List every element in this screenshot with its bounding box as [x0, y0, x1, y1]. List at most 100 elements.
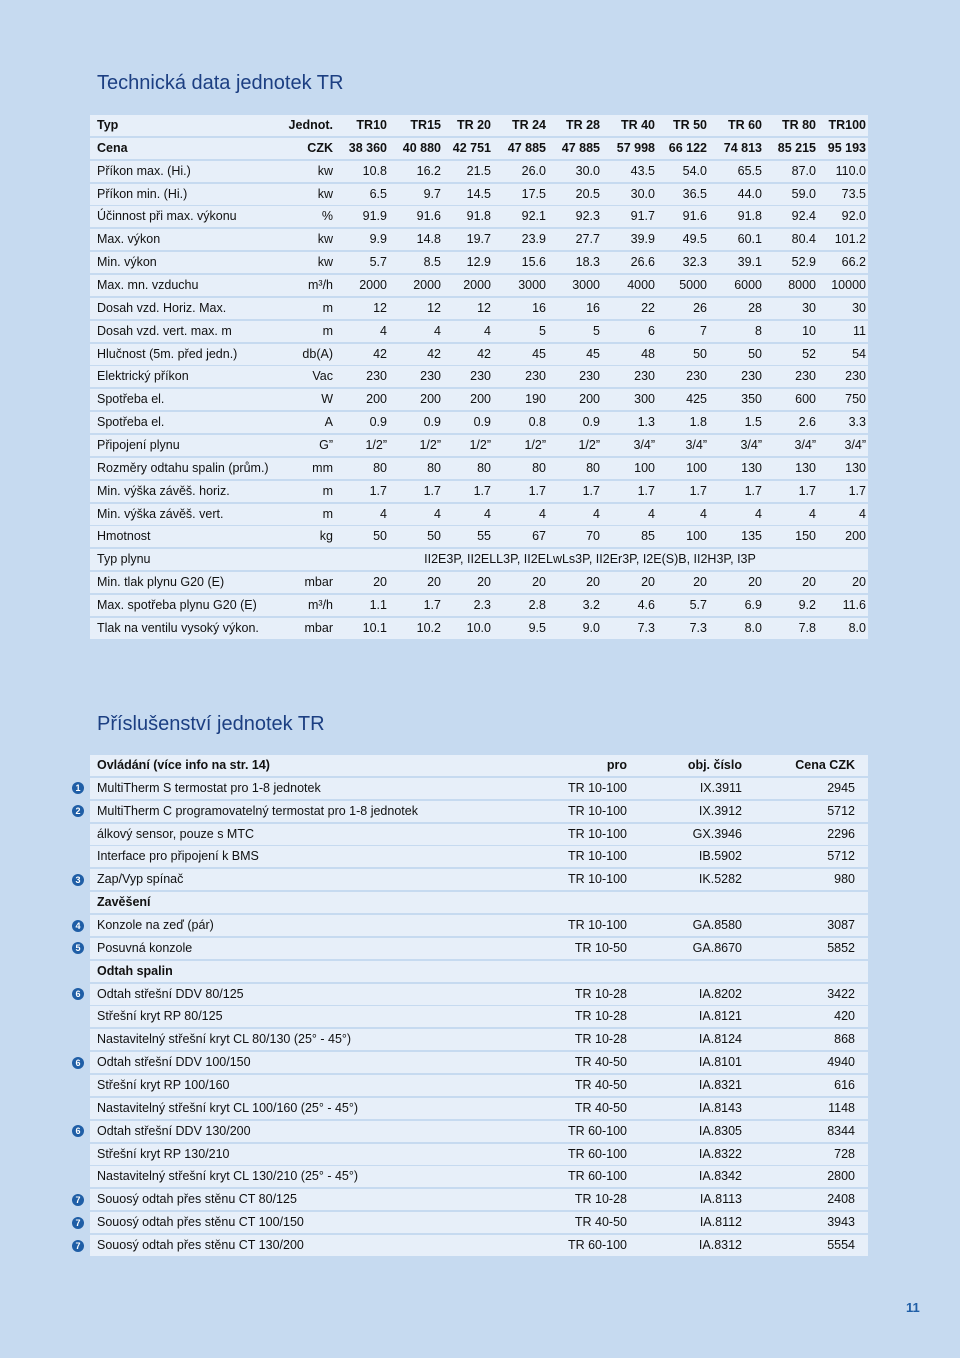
cell: 3422 — [827, 986, 855, 1001]
cell: 8.0 — [848, 620, 866, 635]
cell: 1.1 — [369, 598, 387, 613]
cell: 100 — [634, 460, 655, 475]
cell: 91.6 — [682, 209, 707, 224]
table-row: Konzole na zeď (pár) TR 10-100 GA.8580 3087 — [90, 915, 868, 937]
cell: TR 40-50 — [574, 1100, 627, 1115]
cell: 20.5 — [575, 186, 600, 201]
table-row: Max. výkon kw 9.9 14.8 19.7 23.9 27.7 39.9 49.5 6… — [90, 229, 868, 251]
cell: 2000 — [359, 278, 387, 293]
cell: 42 — [427, 346, 441, 361]
cell: 50 — [373, 529, 387, 544]
table-row: Spotřeba el. A 0.9 0.9 0.9 0.8 0.9 1.3 1.8 1.5 2.6… — [90, 412, 868, 434]
table-header: Ovládání (více info na str. 14) pro obj. č… — [90, 755, 868, 776]
cell: IB.5902 — [698, 849, 742, 864]
cell: 19.7 — [466, 232, 491, 247]
cell: 135 — [741, 529, 762, 544]
cell: 54.0 — [682, 163, 707, 178]
table-row: Interface pro připojení k BMS TR 10-100 IB… — [90, 846, 868, 868]
cell: 12 — [477, 300, 491, 315]
cell: 728 — [834, 1146, 855, 1161]
cell: 10.2 — [416, 620, 441, 635]
table-row: Odtah střešní DDV 100/150 TR 40-50 IA.8101… — [90, 1052, 868, 1074]
cell: Posuvná konzole — [97, 940, 193, 955]
cell: MultiTherm C programovatelný termostat p… — [97, 803, 418, 818]
table-row: Elektrický příkon Vac 230 230 230 230 230 230 23… — [90, 366, 868, 388]
cell: 5712 — [827, 803, 855, 818]
cell: 1/2” — [578, 438, 600, 453]
cell: 16 — [586, 300, 600, 315]
cell: 16 — [532, 300, 546, 315]
cell: 80 — [373, 460, 387, 475]
cell: 2.3 — [473, 598, 491, 613]
cell: 230 — [845, 369, 866, 384]
title: Příslušenství jednotek TR — [97, 713, 325, 735]
table-row: Souosý odtah přes stěnu CT 80/125 TR 10-2… — [90, 1189, 868, 1211]
cell: 52 — [802, 346, 816, 361]
cell: 190 — [525, 392, 546, 407]
cell: 20 — [477, 575, 491, 590]
cell: Vac — [312, 369, 333, 384]
cell: MultiTherm S termostat pro 1-8 jednotek — [97, 780, 321, 795]
section-label: Odtah spalin — [97, 963, 173, 978]
cell: 80 — [532, 460, 546, 475]
cell: W — [321, 392, 333, 407]
cell: Připojení plynu — [97, 438, 180, 453]
cell: 45 — [532, 346, 546, 361]
cell: 980 — [834, 872, 855, 887]
cell: 9.0 — [582, 620, 600, 635]
cell: Min. výška závěš. horiz. — [97, 483, 230, 498]
cell: 0.9 — [582, 415, 600, 430]
cell: m³/h — [308, 278, 333, 293]
cell: Nastavitelný střešní kryt CL 80/130 (25°… — [97, 1032, 352, 1047]
cell: TR15 — [410, 118, 441, 132]
table-row: Dosah vzd. vert. max. m m 4 4 4 5 5 6 7 8 10 11 — [90, 320, 868, 342]
table-row: Spotřeba el. W 200 200 200 190 200 300 425 350 600… — [90, 389, 868, 411]
cell: 14.8 — [416, 232, 441, 247]
cell: Souosý odtah přes stěnu CT 80/125 — [97, 1192, 297, 1207]
cell: 3/4” — [633, 438, 655, 453]
cell: 3/4” — [740, 438, 762, 453]
cell: 40 880 — [402, 140, 441, 155]
cell: 28 — [748, 300, 762, 315]
cell: TR 40-50 — [574, 1078, 627, 1093]
cell: 1.5 — [744, 415, 762, 430]
cell: TR 40 — [620, 118, 655, 132]
cell: TR 60 — [727, 118, 762, 132]
cell: 230 — [579, 369, 600, 384]
cell: 8.5 — [423, 255, 441, 270]
cell: TR 40-50 — [574, 1055, 627, 1070]
table-row: Nastavitelný střešní kryt CL 130/210 (25… — [90, 1166, 868, 1188]
cell: Hmotnost — [97, 529, 151, 544]
cell: 30.0 — [630, 186, 655, 201]
cell: Interface pro připojení k BMS — [97, 849, 259, 864]
cell: TR 20 — [456, 118, 491, 132]
cell: 47 885 — [507, 140, 546, 155]
table-row: Min. výška závěš. horiz. m 1.7 1.7 1.7 1.7 1.7… — [90, 480, 868, 502]
cell: Max. spotřeba plynu G20 (E) — [97, 598, 257, 613]
cell: 12 — [373, 300, 387, 315]
cell: Zap/Vyp spínač — [97, 872, 184, 887]
cell: 92.4 — [791, 209, 816, 224]
cell: Jednot. — [288, 118, 333, 132]
cell: 32.3 — [682, 255, 707, 270]
badge: 1 — [72, 782, 84, 795]
cell: 91.8 — [737, 209, 762, 224]
cell: 22 — [641, 300, 655, 315]
cell: IK.5282 — [698, 872, 742, 887]
cell: 20 — [427, 575, 441, 590]
table-row: Odtah střešní DDV 80/125 TR 10-28 IA.8202 3… — [90, 983, 868, 1005]
cell: 3/4” — [794, 438, 816, 453]
cell: 8.0 — [744, 620, 762, 635]
cell: 39.9 — [630, 232, 655, 247]
table-row: Příkon min. (Hi.) kw 6.5 9.7 14.5 17.5 20.5 30.… — [90, 183, 868, 205]
cell: 4 — [700, 506, 707, 521]
cell: 2000 — [413, 278, 441, 293]
cell: GA.8670 — [692, 940, 742, 955]
cell: pro — [606, 758, 627, 772]
cell: Spotřeba el. — [97, 392, 165, 407]
cell: 9.5 — [528, 620, 546, 635]
cell: Elektrický příkon — [97, 369, 189, 384]
cell: 12.9 — [466, 255, 491, 270]
table-row: Příkon max. (Hi.) kw 10.8 16.2 21.5 26.0 30.0 4… — [90, 160, 868, 182]
badge: 5 — [72, 942, 84, 955]
